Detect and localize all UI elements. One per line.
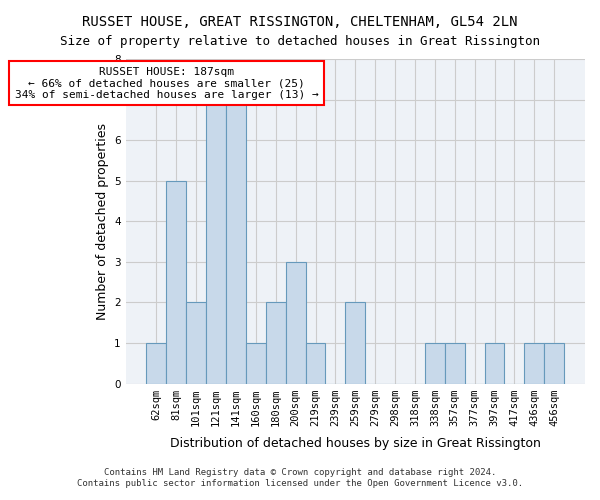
Bar: [445, 343, 464, 384]
Bar: [305, 343, 325, 384]
Bar: [544, 343, 564, 384]
Text: RUSSET HOUSE: 187sqm
← 66% of detached houses are smaller (25)
34% of semi-detac: RUSSET HOUSE: 187sqm ← 66% of detached h…: [14, 66, 318, 100]
Bar: [286, 262, 305, 384]
Text: Size of property relative to detached houses in Great Rissington: Size of property relative to detached ho…: [60, 35, 540, 48]
Y-axis label: Number of detached properties: Number of detached properties: [95, 123, 109, 320]
Bar: [226, 100, 246, 384]
Bar: [206, 100, 226, 384]
Bar: [186, 302, 206, 384]
Bar: [425, 343, 445, 384]
Bar: [524, 343, 544, 384]
Bar: [146, 343, 166, 384]
Text: RUSSET HOUSE, GREAT RISSINGTON, CHELTENHAM, GL54 2LN: RUSSET HOUSE, GREAT RISSINGTON, CHELTENH…: [82, 15, 518, 29]
Bar: [346, 302, 365, 384]
Bar: [485, 343, 505, 384]
Bar: [166, 180, 186, 384]
Text: Contains HM Land Registry data © Crown copyright and database right 2024.
Contai: Contains HM Land Registry data © Crown c…: [77, 468, 523, 487]
Bar: [266, 302, 286, 384]
X-axis label: Distribution of detached houses by size in Great Rissington: Distribution of detached houses by size …: [170, 437, 541, 450]
Bar: [246, 343, 266, 384]
